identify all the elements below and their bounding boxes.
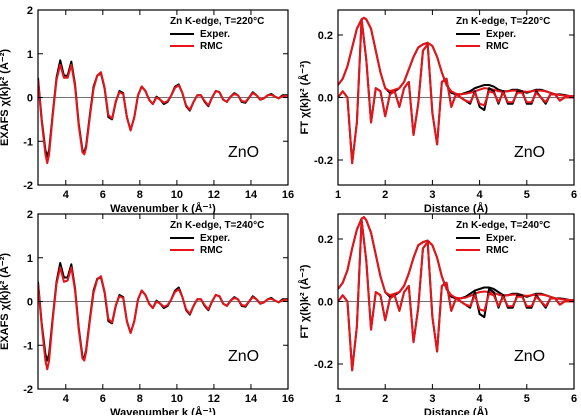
sample-annotation: ZnO <box>228 348 259 365</box>
y-tick-label: 0.0 <box>318 297 333 309</box>
y-tick-label: -2 <box>23 180 33 192</box>
series-line-rmc <box>338 216 574 301</box>
x-tick-label: 4 <box>63 393 70 405</box>
x-tick-label: 14 <box>245 189 258 201</box>
x-tick-label: 3 <box>429 393 435 405</box>
x-tick-label: 3 <box>429 189 435 201</box>
series-line-exper <box>38 59 288 158</box>
legend-entry: RMC <box>200 41 223 52</box>
y-tick-label: 1 <box>27 253 33 265</box>
y-tick-label: -0.2 <box>314 359 333 371</box>
x-tick-label: 8 <box>137 393 143 405</box>
sample-annotation: ZnO <box>228 144 259 161</box>
x-tick-label: 12 <box>208 393 220 405</box>
x-tick-label: 8 <box>137 189 143 201</box>
series-line-imag-3 <box>338 219 574 372</box>
x-axis-label: Wavenumber k (Å⁻¹) <box>110 202 216 215</box>
y-tick-label: -1 <box>23 136 33 148</box>
legend-entry: RMC <box>200 245 223 256</box>
sample-annotation: ZnO <box>514 144 545 161</box>
series-line-rmc <box>338 16 574 97</box>
x-tick-label: 6 <box>100 189 106 201</box>
x-tick-label: 5 <box>524 393 530 405</box>
x-tick-label: 2 <box>382 393 388 405</box>
series-line-rmc <box>38 266 288 371</box>
x-tick-label: 10 <box>171 393 183 405</box>
x-tick-label: 16 <box>282 393 294 405</box>
x-tick-label: 6 <box>571 393 577 405</box>
chart-title: Zn K-edge, T=220°C <box>170 16 264 27</box>
y-tick-label: 2 <box>27 209 33 221</box>
y-axis-label: FT χ(k)k² (Å⁻³) <box>298 60 311 134</box>
y-tick-label: -1 <box>23 340 33 352</box>
x-tick-label: 5 <box>524 189 530 201</box>
chart-title: Zn K-edge, T=220°C <box>456 16 550 27</box>
x-tick-label: 12 <box>208 189 220 201</box>
chart-title: Zn K-edge, T=240°C <box>456 220 550 231</box>
x-tick-label: 1 <box>335 189 341 201</box>
series-line-imag-3 <box>338 18 574 165</box>
x-axis-label: Wavenumber k (Å⁻¹) <box>110 406 216 415</box>
y-axis-label: EXAFS χ(k)k² (Å⁻²) <box>0 49 11 146</box>
chart-panel-ft-240: 1 2 3 4 5 6 -0.2 0.0 0.2 Distance (Å) FT χ(k)k² (Å… <box>298 213 577 419</box>
y-tick-label: 0.2 <box>318 234 333 246</box>
x-tick-label: 14 <box>245 393 258 405</box>
x-tick-label: 4 <box>477 189 484 201</box>
legend-entry: Exper. <box>200 29 230 40</box>
x-tick-label: 10 <box>171 189 183 201</box>
y-tick-label: 0.2 <box>318 30 333 42</box>
x-axis-label: Distance (Å) <box>424 202 489 215</box>
legend-entry: RMC <box>486 245 509 256</box>
sample-annotation: ZnO <box>514 348 545 365</box>
x-tick-label: 6 <box>571 189 577 201</box>
y-tick-label: 1 <box>27 49 33 61</box>
series-line-exper <box>38 262 288 362</box>
y-axis-label: EXAFS χ(k)k² (Å⁻²) <box>0 253 11 350</box>
y-axis-label: FT χ(k)k² (Å⁻³) <box>298 264 311 338</box>
y-tick-label: 0.0 <box>318 93 333 105</box>
y-tick-label: 0 <box>27 93 33 105</box>
y-tick-label: -0.2 <box>314 155 333 167</box>
y-tick-label: 2 <box>27 5 33 17</box>
series-line-exper <box>338 16 574 97</box>
x-tick-label: 2 <box>382 189 388 201</box>
x-tick-label: 1 <box>335 393 341 405</box>
y-tick-label: 0 <box>27 297 33 309</box>
chart-panel-ft-220: 1 2 3 4 5 6 -0.2 0.0 0.2 Distance (Å) FT χ(k)k² (Å… <box>298 9 577 215</box>
chart-title: Zn K-edge, T=240°C <box>170 220 264 231</box>
x-tick-label: 16 <box>282 189 294 201</box>
legend-entry: Exper. <box>486 233 516 244</box>
x-tick-label: 4 <box>63 189 70 201</box>
y-tick-label: -2 <box>23 384 33 396</box>
x-tick-label: 6 <box>100 393 106 405</box>
x-axis-label: Distance (Å) <box>424 406 489 415</box>
legend-entry: Exper. <box>486 29 516 40</box>
series-line-rmc <box>38 63 288 165</box>
legend-entry: RMC <box>486 41 509 52</box>
x-tick-label: 4 <box>477 393 484 405</box>
legend-entry: Exper. <box>200 233 230 244</box>
